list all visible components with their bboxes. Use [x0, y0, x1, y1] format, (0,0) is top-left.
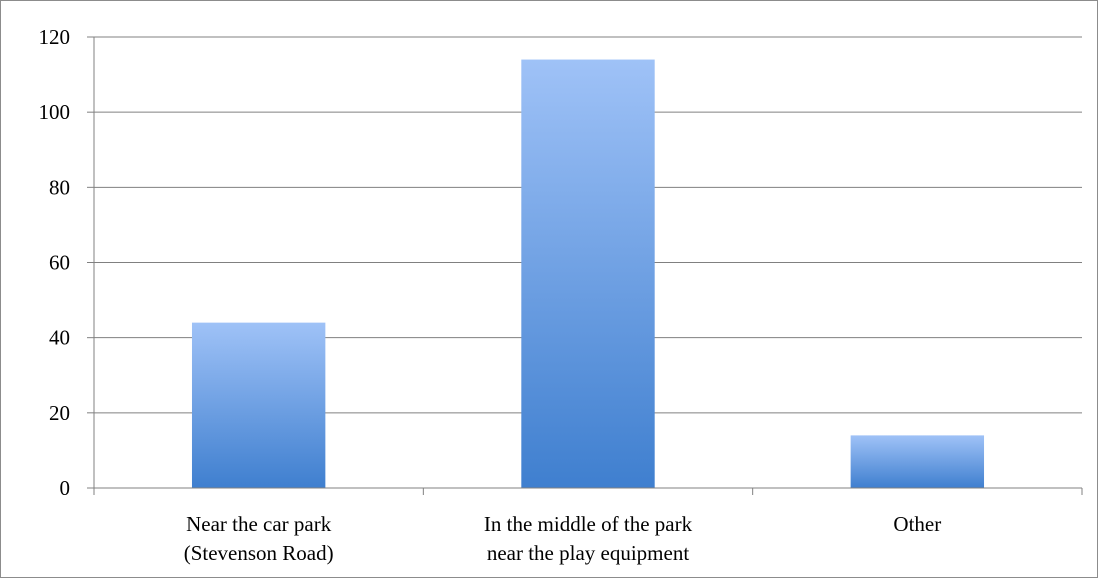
y-tick-label: 40: [49, 326, 70, 350]
bar: [850, 435, 985, 488]
x-category-label: near the play equipment: [487, 541, 690, 565]
axes: [87, 36, 1083, 495]
y-tick-label: 100: [39, 100, 71, 124]
y-tick-label: 60: [49, 251, 70, 275]
y-tick-label: 80: [49, 175, 70, 199]
x-category-label: Near the car park: [186, 512, 332, 536]
x-category-label: (Stevenson Road): [184, 541, 334, 565]
y-tick-label: 20: [49, 401, 70, 425]
x-category-label: In the middle of the park: [484, 512, 693, 536]
y-tick-label: 120: [39, 25, 71, 49]
bar: [191, 322, 326, 488]
x-category-label: Other: [893, 512, 941, 536]
bars: [191, 59, 985, 489]
labels: 0 20 40 60 80 100 120 Near the car park (Stevens…: [39, 25, 942, 565]
y-tick-label: 0: [60, 476, 71, 500]
bar: [521, 59, 655, 489]
